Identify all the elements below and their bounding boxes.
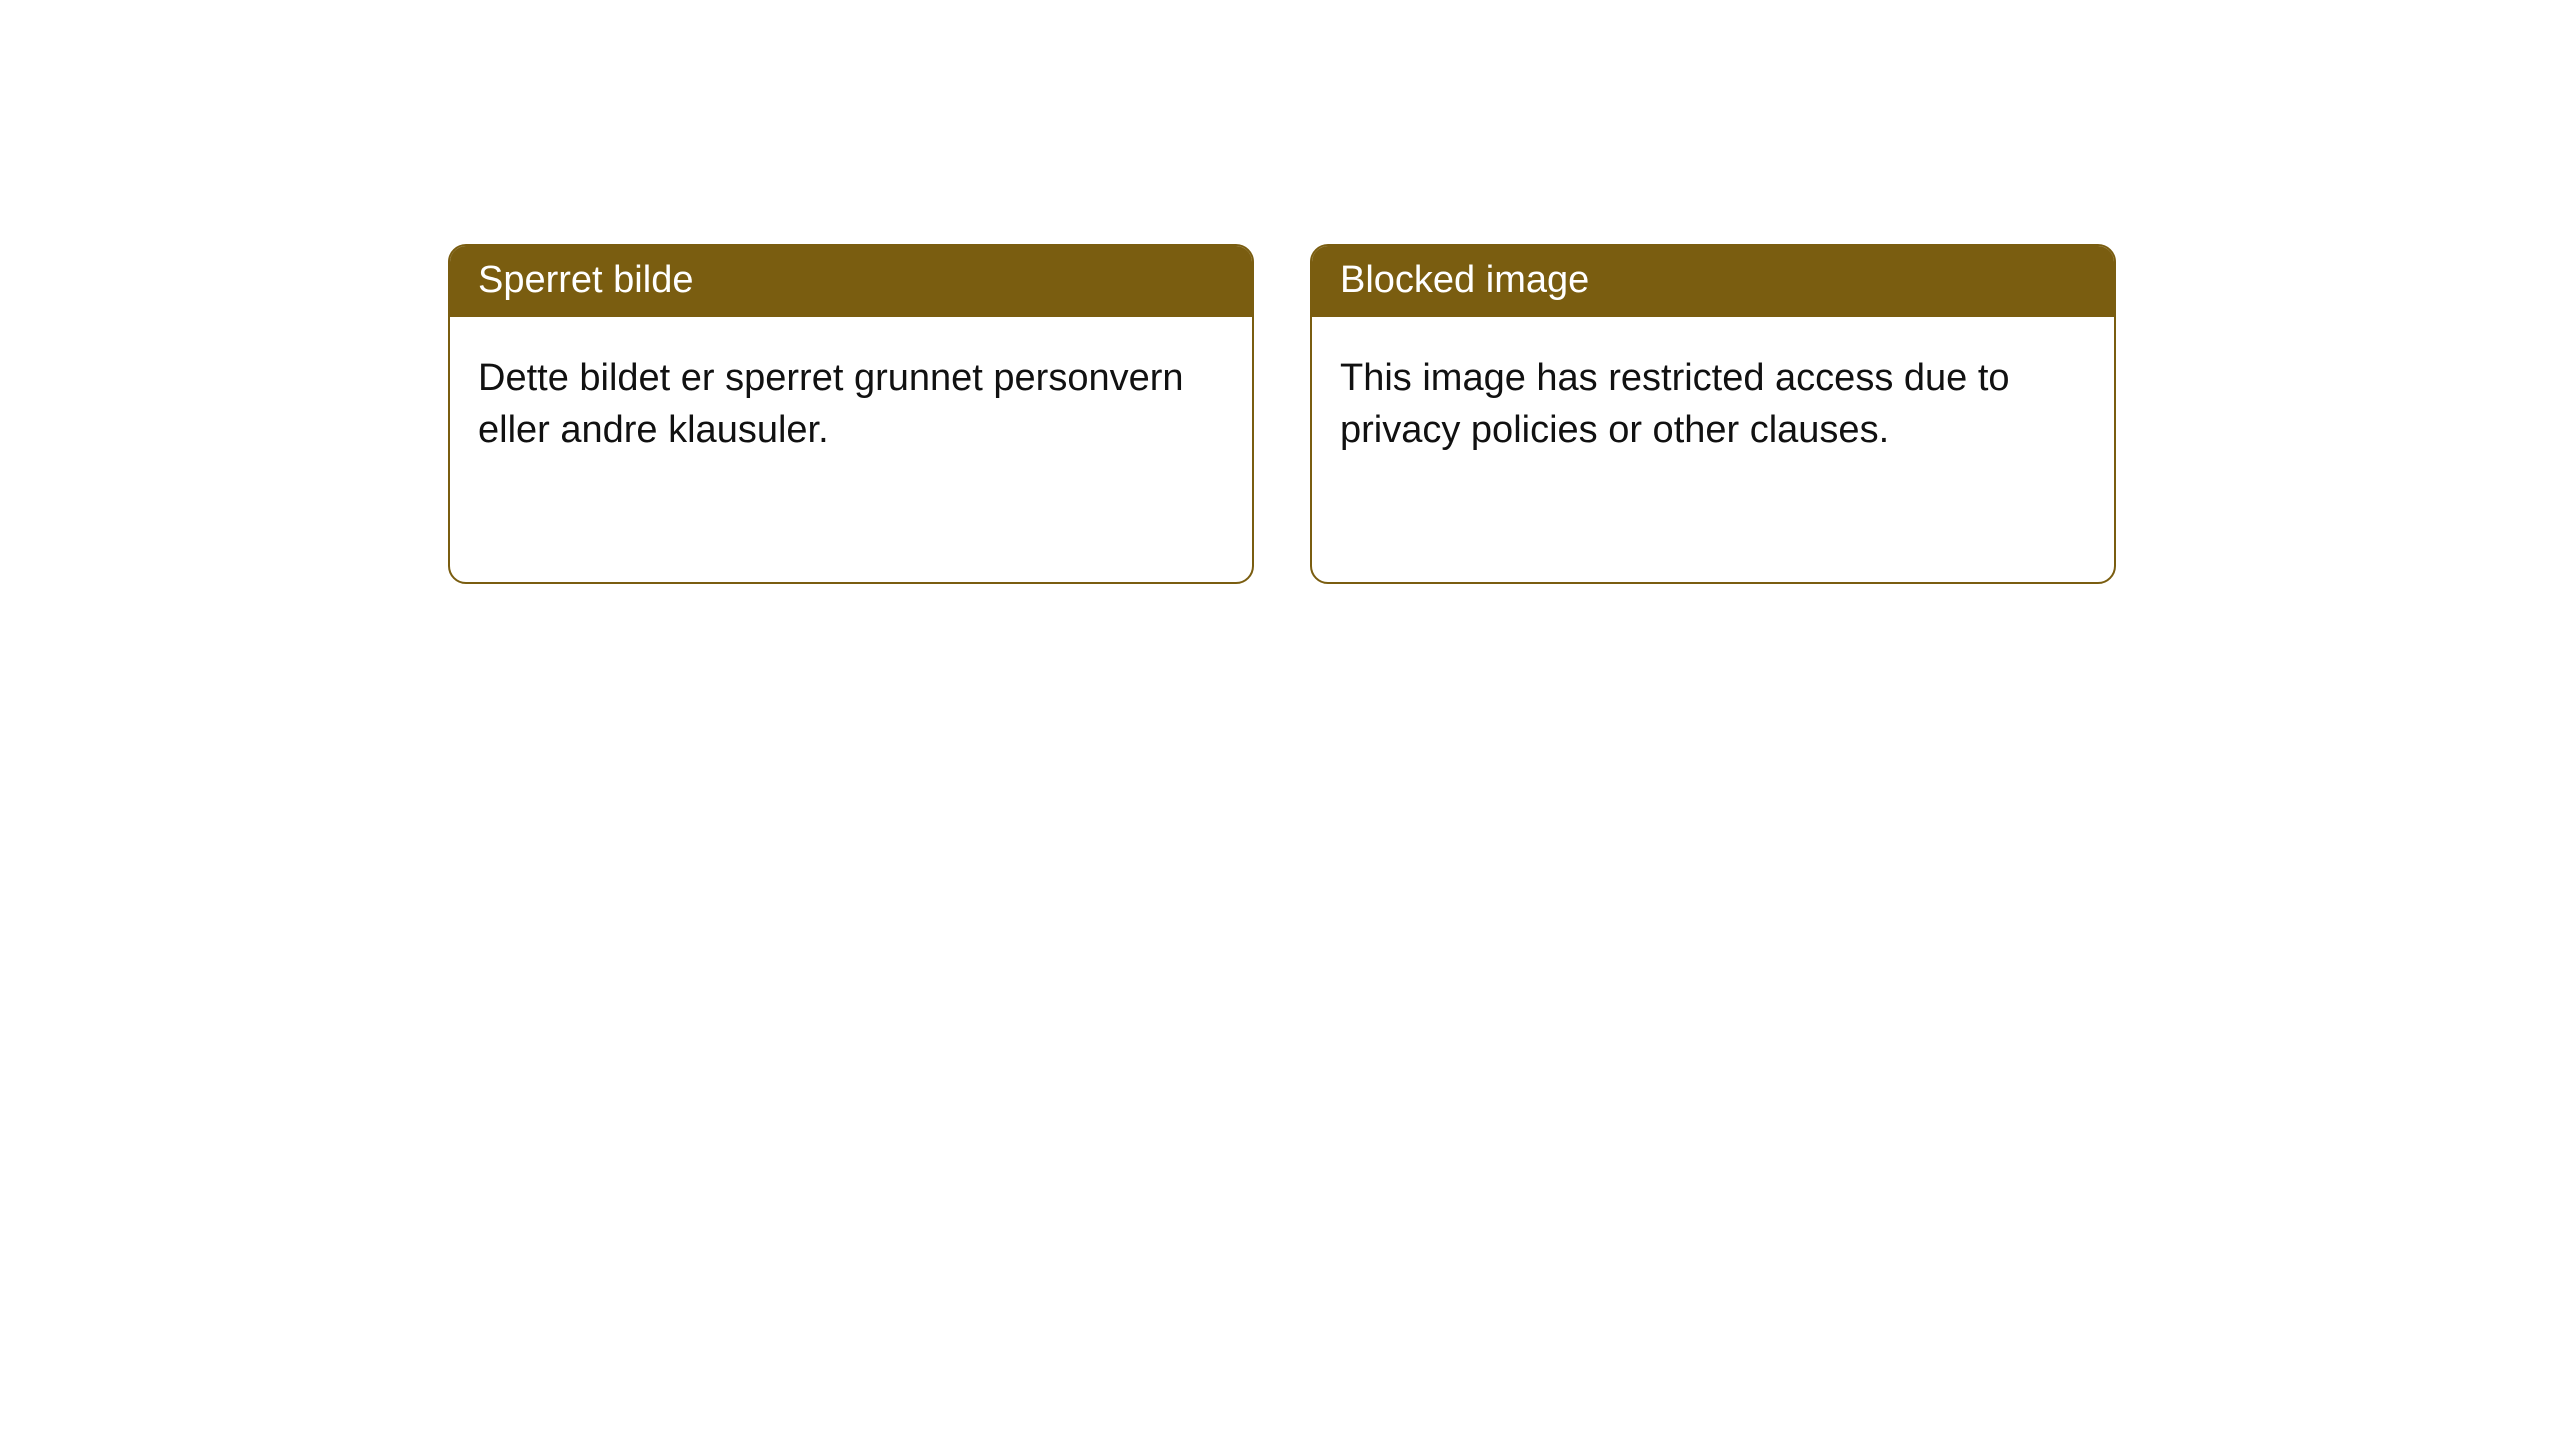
notice-header-en: Blocked image — [1312, 246, 2114, 317]
notice-title-en: Blocked image — [1340, 259, 1589, 301]
notice-container: Sperret bilde Dette bildet er sperret gr… — [0, 0, 2560, 584]
notice-card-no: Sperret bilde Dette bildet er sperret gr… — [448, 244, 1254, 584]
notice-body-no: Dette bildet er sperret grunnet personve… — [450, 317, 1252, 484]
notice-body-text-en: This image has restricted access due to … — [1340, 357, 2010, 450]
notice-header-no: Sperret bilde — [450, 246, 1252, 317]
notice-body-text-no: Dette bildet er sperret grunnet personve… — [478, 357, 1184, 450]
notice-body-en: This image has restricted access due to … — [1312, 317, 2114, 484]
notice-card-en: Blocked image This image has restricted … — [1310, 244, 2116, 584]
notice-title-no: Sperret bilde — [478, 259, 693, 301]
